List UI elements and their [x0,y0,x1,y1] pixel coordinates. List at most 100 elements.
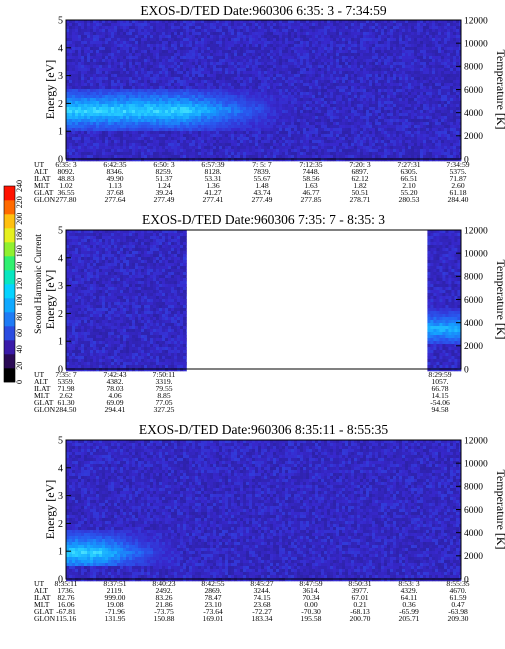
spectrogram-cell [135,35,139,39]
spectrogram-cell [255,107,259,111]
spectrogram-cell [165,50,169,54]
spectrogram-cell [354,101,358,105]
spectrogram-cell [147,116,151,120]
spectrogram-cell [246,116,250,120]
spectrogram-cell [222,149,226,153]
spectrogram-cell [78,44,82,48]
spectrogram-cell [195,35,199,39]
spectrogram-cell [246,44,250,48]
spectrogram-cell [366,26,370,30]
spectrogram-cell [201,86,205,90]
spectrogram-cell [108,92,112,96]
spectrogram-cell [240,80,244,84]
spectrogram-cell [354,50,358,54]
spectrogram-cell [126,74,130,78]
spectrogram-cell [186,74,190,78]
spectrogram-cell [111,152,115,156]
spectrogram-cell [258,116,262,120]
spectrogram-cell [150,98,154,102]
spectrogram-cell [66,71,70,75]
spectrogram-cell [90,23,94,27]
spectrogram-cell [261,29,265,33]
spectrogram-cell [132,122,136,126]
spectrogram-cell [309,131,313,135]
spectrogram-cell [66,23,70,27]
spectrogram-cell [345,50,349,54]
spectrogram-cell [255,26,259,30]
spectrogram-cell [270,89,274,93]
spectrogram-cell [345,116,349,120]
spectrogram-cell [165,35,169,39]
spectrogram-cell [285,59,289,63]
spectrogram-cell [351,71,355,75]
spectrogram-cell [162,50,166,54]
spectrogram-cell [288,65,292,69]
spectrogram-cell [117,44,121,48]
spectrogram-cell [288,83,292,87]
spectrogram-cell [261,113,265,117]
spectrogram-cell [174,53,178,57]
spectrogram-cell [306,146,310,150]
spectrogram-cell [171,152,175,156]
spectrogram-cell [375,71,379,75]
spectrogram-cell [168,86,172,90]
spectrogram-cell [69,68,73,72]
spectrogram-cell [261,128,265,132]
spectrogram-cell [252,140,256,144]
spectrogram-cell [84,152,88,156]
spectrogram-cell [168,89,172,93]
spectrogram-cell [156,125,160,129]
spectrogram-cell [102,146,106,150]
spectrogram-cell [330,53,334,57]
spectrogram-cell [291,134,295,138]
spectrogram-cell [180,35,184,39]
spectrogram-cell [117,59,121,63]
spectrogram-cell [249,116,253,120]
spectrogram-cell [174,65,178,69]
spectrogram-cell [120,56,124,60]
spectrogram-cell [201,116,205,120]
spectrogram-cell [240,92,244,96]
spectrogram-cell [204,23,208,27]
spectrogram-cell [93,53,97,57]
spectrogram-cell [66,29,70,33]
spectrogram-cell [108,149,112,153]
spectrogram-cell [297,101,301,105]
spectrogram-cell [111,119,115,123]
spectrogram-cell [99,71,103,75]
spectrogram-cell [294,155,298,159]
spectrogram-cell [357,41,361,45]
spectrogram-cell [78,125,82,129]
spectrogram-cell [138,44,142,48]
spectrogram-cell [309,41,313,45]
spectrogram-cell [141,155,145,159]
spectrogram-cell [273,107,277,111]
spectrogram-cell [81,146,85,150]
spectrogram-cell [321,116,325,120]
spectrogram-cell [147,80,151,84]
spectrogram-cell [288,101,292,105]
spectrogram-cell [201,89,205,93]
spectrogram-cell [360,56,364,60]
spectrogram-cell [78,74,82,78]
spectrogram-cell [87,128,91,132]
spectrogram-cell [357,122,361,126]
spectrogram-cell [201,119,205,123]
spectrogram-cell [234,101,238,105]
spectrogram-cell [210,65,214,69]
spectrogram-cell [174,119,178,123]
spectrogram-cell [207,125,211,129]
spectrogram-cell [141,56,145,60]
spectrogram-cell [159,80,163,84]
spectrogram-cell [102,50,106,54]
spectrogram-cell [375,50,379,54]
spectrogram-cell [384,32,388,36]
spectrogram-cell [168,125,172,129]
spectrogram-cell [309,158,313,162]
spectrogram-cell [126,104,130,108]
spectrogram-cell [183,92,187,96]
spectrogram-cell [114,92,118,96]
spectrogram-cell [144,26,148,30]
spectrogram-cell [225,74,229,78]
spectrogram-cell [336,134,340,138]
